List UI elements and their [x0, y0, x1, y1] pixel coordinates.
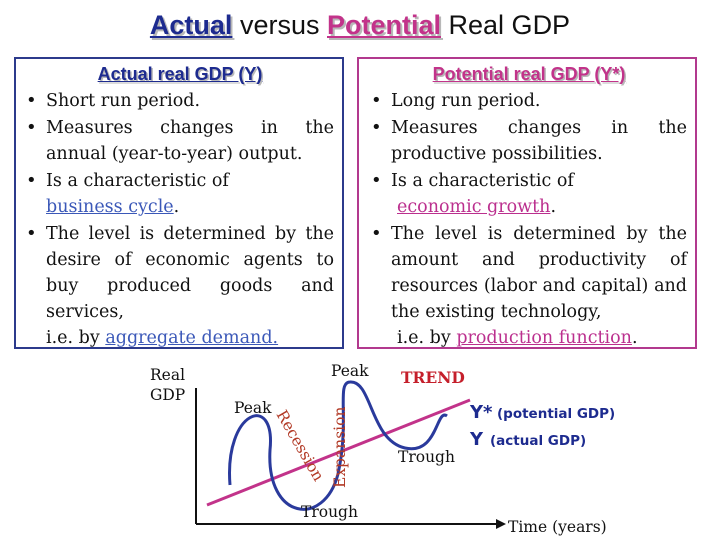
- y-symbol: Y: [469, 429, 484, 450]
- bullet-ie: i.e. by: [397, 328, 451, 348]
- potential-gdp-box: Potential real GDP (Y*) Long run period.…: [357, 57, 697, 349]
- expansion-label: Expansion: [331, 407, 349, 488]
- bullet-text: Long run period.: [391, 91, 541, 111]
- x-axis-arrow: [496, 519, 506, 529]
- list-item: Measures changes in the productive possi…: [371, 115, 687, 167]
- y-axis-label-gdp: GDP: [150, 386, 185, 404]
- bullet-text: Measures changes in the annual (year-to-…: [46, 118, 334, 164]
- bullet-end: .: [173, 197, 180, 217]
- bullet-text: The level is determined by the desire of…: [46, 224, 334, 322]
- title-rest: Real GDP: [448, 10, 571, 40]
- title-potential: Potential: [327, 10, 442, 40]
- actual-gdp-heading: Actual real GDP (Y): [97, 64, 263, 84]
- production-function-link[interactable]: production function: [456, 328, 632, 348]
- bullet-text: The level is determined by the amount an…: [391, 224, 687, 322]
- bullet-text: Short run period.: [46, 91, 201, 111]
- actual-gdp-list: Short run period. Measures changes in th…: [26, 88, 334, 351]
- list-item: Measures changes in the annual (year-to-…: [26, 115, 334, 167]
- peak-top-label: Peak: [331, 362, 369, 380]
- ystar-desc: (potential GDP): [497, 406, 615, 422]
- trend-label: TREND: [401, 368, 465, 387]
- potential-gdp-list: Long run period. Measures changes in the…: [371, 88, 687, 351]
- business-cycle-graph: Real GDP Time (years) Peak Peak Trough T…: [150, 362, 615, 536]
- recession-label: Recession: [273, 407, 328, 484]
- title-versus: versus: [239, 10, 320, 40]
- page-title: Actual versus Potential Real GDP: [0, 10, 720, 41]
- y-axis-label-real: Real: [150, 366, 185, 384]
- x-axis-label: Time (years): [508, 518, 607, 536]
- peak-left-label: Peak: [234, 399, 272, 417]
- trough-bottom-label: Trough: [301, 503, 358, 521]
- ystar-symbol: Y*: [469, 402, 493, 423]
- bullet-text: Is a characteristic of: [46, 171, 229, 191]
- trough-right-label: Trough: [398, 448, 455, 466]
- list-item: Is a characteristic of economic growth.: [371, 168, 687, 220]
- actual-gdp-box: Actual real GDP (Y) Short run period. Me…: [14, 57, 344, 349]
- list-item: Is a characteristic of business cycle.: [26, 168, 334, 220]
- title-actual: Actual: [149, 10, 233, 40]
- list-item: The level is determined by the amount an…: [371, 221, 687, 351]
- bullet-end: .: [631, 328, 638, 348]
- economic-growth-link[interactable]: economic growth: [397, 197, 551, 217]
- potential-gdp-heading: Potential real GDP (Y*): [432, 64, 626, 84]
- actual-gdp-curve: [228, 380, 448, 511]
- trend-line: [206, 398, 471, 507]
- list-item: The level is determined by the desire of…: [26, 221, 334, 351]
- y-desc: (actual GDP): [490, 433, 586, 449]
- business-cycle-link[interactable]: business cycle: [46, 197, 174, 217]
- bullet-text: Measures changes in the productive possi…: [391, 118, 687, 164]
- bullet-end: .: [550, 197, 557, 217]
- aggregate-demand-link[interactable]: aggregate demand.: [105, 328, 279, 348]
- bullet-ie: i.e. by: [46, 328, 100, 348]
- list-item: Long run period.: [371, 88, 687, 114]
- bullet-text: Is a characteristic of: [391, 171, 574, 191]
- list-item: Short run period.: [26, 88, 334, 114]
